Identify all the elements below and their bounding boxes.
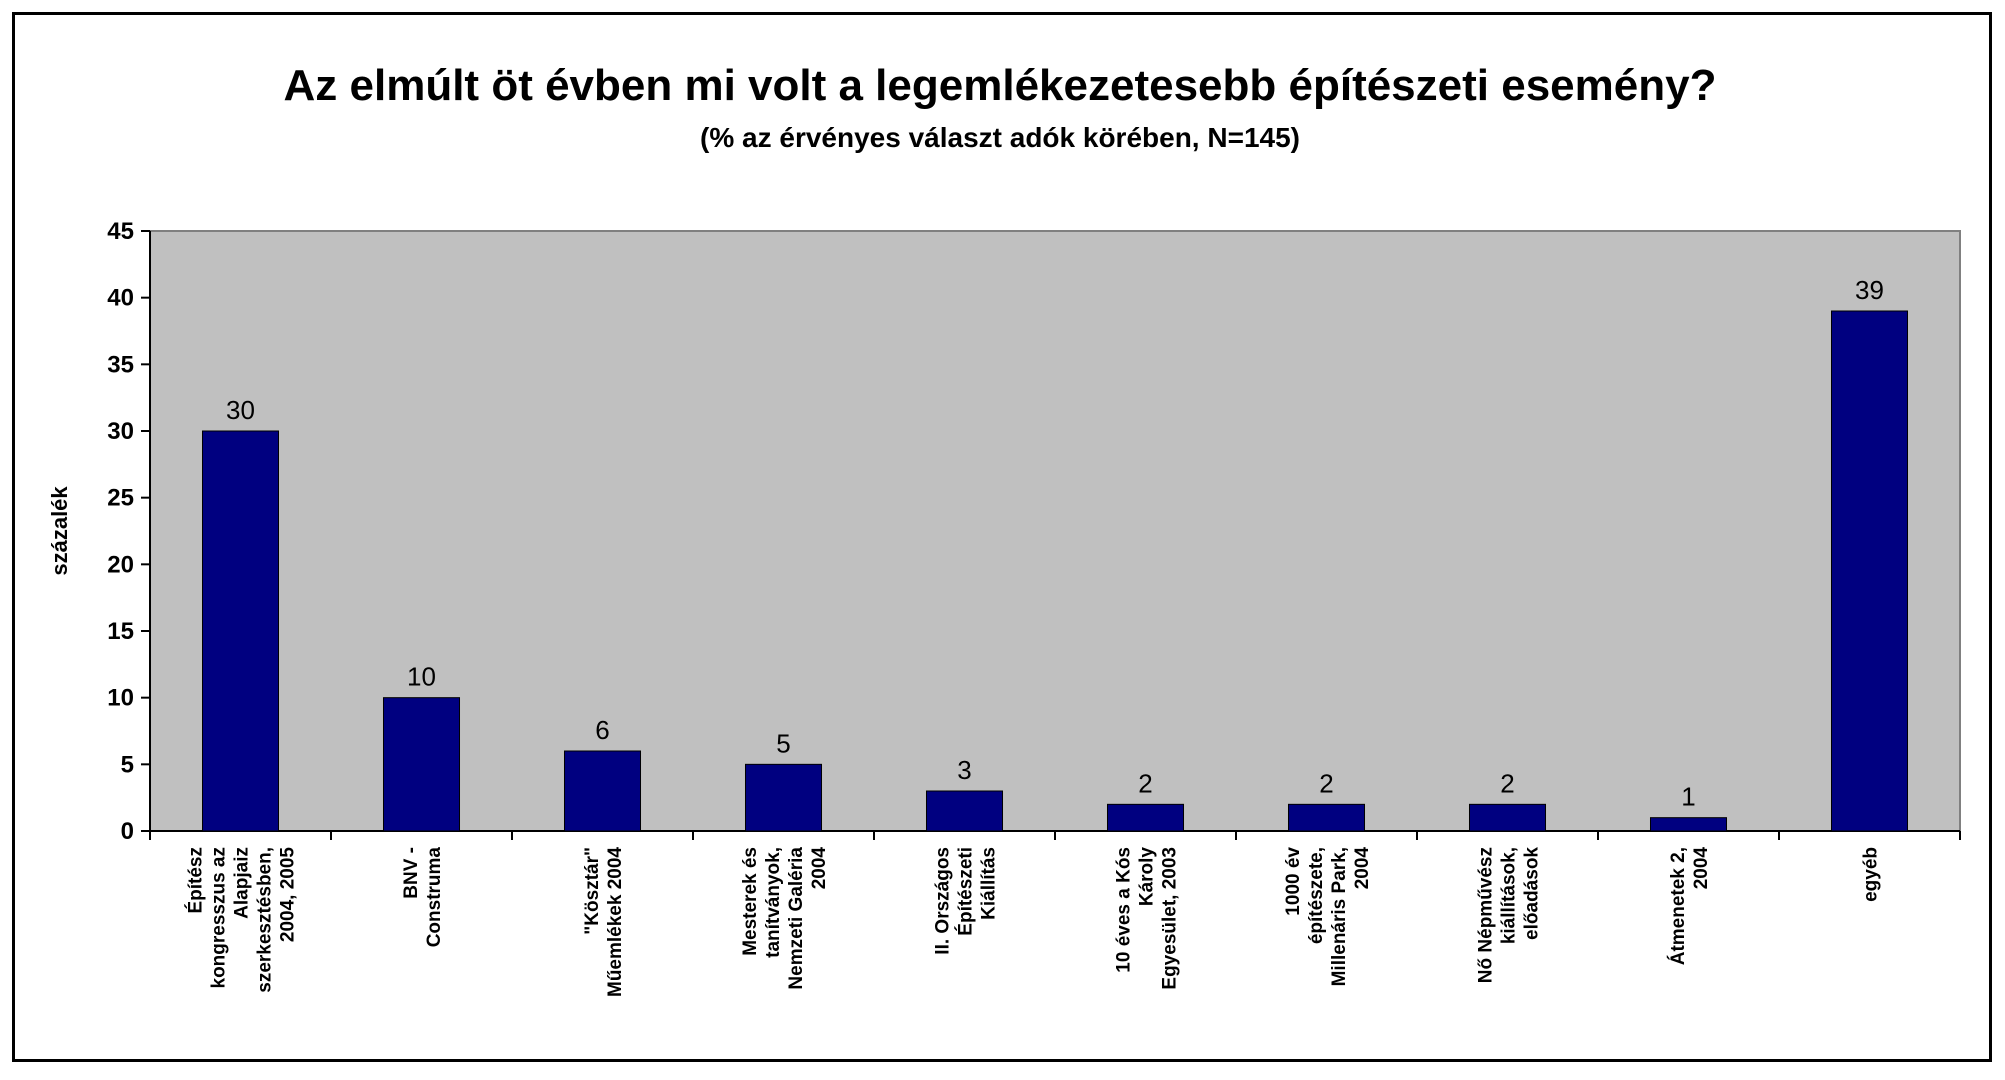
data-label: 3: [957, 755, 971, 785]
data-label: 2: [1319, 768, 1333, 798]
category-label: 1000 év építészete, Millenáris Park, 2004: [1283, 847, 1373, 987]
category-label-line: Mesterek és: [740, 847, 761, 956]
data-label: 6: [595, 715, 609, 745]
category-label-line: Millenáris Park,: [1329, 847, 1350, 986]
y-tick-label: 15: [107, 618, 134, 645]
category-label-line: "Kösztár": [582, 847, 603, 935]
data-label: 30: [226, 395, 255, 425]
y-tick-label: 35: [107, 351, 134, 378]
category-label-line: kiállítások,: [1499, 847, 1520, 944]
category-label: 10 éves a Kós Károly Egyesület, 2003: [1114, 847, 1181, 990]
x-axis: [149, 830, 1961, 840]
category-label-line: Egyesület, 2003: [1160, 847, 1181, 990]
category-label-line: Alapjaiz: [232, 847, 253, 919]
category-label-line: kongresszus az: [209, 847, 230, 989]
y-tick-label: 0: [121, 818, 134, 845]
bar-chart: Az elmúlt öt évben mi volt a legemlékeze…: [47, 61, 1961, 997]
data-label: 39: [1855, 275, 1884, 305]
y-tick-label: 10: [107, 685, 134, 712]
y-tick-label: 40: [107, 285, 134, 312]
data-label: 10: [407, 662, 436, 692]
category-label: Mesterek és tanítványok, Nemzeti Galéria 20…: [740, 847, 830, 990]
data-labels: 30 10 6 5 3 2 2 2 1 39: [226, 275, 1884, 812]
category-label-line: 2004: [809, 847, 830, 890]
category-label: Építész kongresszus az Alapjaiz szerkesztés…: [185, 847, 299, 993]
category-label-line: Műemlékek 2004: [605, 847, 626, 997]
data-label: 1: [1681, 782, 1695, 812]
data-label: 2: [1500, 768, 1514, 798]
category-label-line: Építészeti: [955, 847, 977, 936]
category-label-line: szerkesztésben,: [255, 847, 276, 993]
bar: [201, 430, 280, 832]
bar: [925, 790, 1004, 832]
category-label-line: II. Országos: [933, 847, 954, 955]
category-label: "Kösztár" Műemlékek 2004: [582, 847, 626, 997]
bar: [382, 697, 461, 832]
bar: [1649, 817, 1728, 832]
category-label-line: előadások: [1522, 847, 1543, 940]
category-label: egyéb: [1861, 847, 1882, 902]
category-labels: Építész kongresszus az Alapjaiz szerkesztés…: [185, 847, 1882, 997]
bar: [744, 763, 823, 832]
category-label-line: Construma: [424, 847, 445, 948]
category-label-line: 1000 év: [1283, 847, 1304, 916]
data-label: 2: [1138, 768, 1152, 798]
category-label-line: 10 éves a Kós: [1114, 847, 1135, 973]
bar: [1468, 803, 1547, 832]
chart-title: Az elmúlt öt évben mi volt a legemlékeze…: [284, 61, 1717, 110]
y-tick-label: 25: [107, 485, 134, 512]
category-label: Átmenetek 2, 2004: [1667, 847, 1712, 966]
category-label-line: Nő Népművész: [1476, 847, 1497, 983]
y-tick-label: 45: [107, 218, 134, 245]
category-label-line: 2004: [1352, 847, 1373, 890]
bar: [1830, 310, 1909, 832]
bars: [201, 310, 1909, 832]
category-label-line: tanítványok,: [763, 847, 784, 958]
y-axis-label: százalék: [47, 486, 72, 576]
chart-subtitle: (% az érvényes választ adók körében, N=1…: [700, 122, 1300, 153]
bar: [1287, 803, 1366, 832]
category-label: Nő Népművész kiállítások, előadások: [1476, 847, 1543, 984]
bar: [563, 750, 642, 832]
bar: [1106, 803, 1185, 832]
category-label-line: Károly: [1137, 847, 1158, 907]
y-tick-label: 20: [107, 551, 134, 578]
category-label-line: építészete,: [1306, 847, 1327, 944]
category-label-line: Kiállítás: [979, 847, 1000, 920]
category-label: II. Országos Építészeti Kiállítás: [933, 847, 1000, 955]
category-label-line: BNV -: [401, 847, 422, 899]
category-label-line: 2004: [1691, 847, 1712, 890]
y-tick-label: 30: [107, 418, 134, 445]
y-axis: 0 5 10 15 20 25 30 35 40 45: [107, 218, 151, 845]
category-label-line: Építész: [185, 847, 207, 914]
chart-frame: Az elmúlt öt évben mi volt a legemlékeze…: [12, 12, 1992, 1062]
category-label-line: 2004, 2005: [278, 847, 299, 943]
category-label-line: egyéb: [1861, 847, 1882, 902]
data-label: 5: [776, 728, 790, 758]
category-label-line: Átmenetek 2,: [1667, 847, 1689, 965]
category-label-line: Nemzeti Galéria: [786, 847, 807, 990]
y-tick-label: 5: [121, 751, 134, 778]
category-label: BNV - Construma: [401, 847, 445, 948]
